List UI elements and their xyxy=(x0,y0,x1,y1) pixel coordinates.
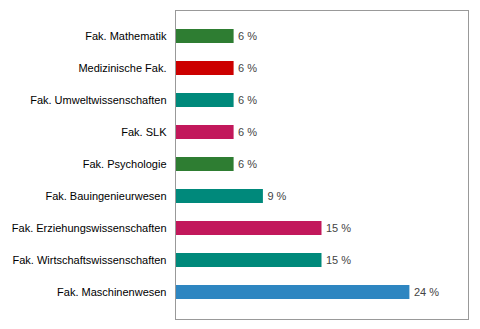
svg-text:24 %: 24 % xyxy=(414,286,439,298)
svg-text:Fak. SLK: Fak. SLK xyxy=(121,126,167,138)
svg-text:Fak. Mathematik: Fak. Mathematik xyxy=(85,30,167,42)
svg-text:Fak. Erziehungswissenschaften: Fak. Erziehungswissenschaften xyxy=(12,222,167,234)
svg-text:Fak. Maschinenwesen: Fak. Maschinenwesen xyxy=(57,286,166,298)
svg-text:6 %: 6 % xyxy=(238,158,257,170)
svg-text:9 %: 9 % xyxy=(267,190,286,202)
svg-text:Fak. Wirtschaftswissenschaften: Fak. Wirtschaftswissenschaften xyxy=(12,254,166,266)
svg-text:Medizinische Fak.: Medizinische Fak. xyxy=(78,62,166,74)
svg-text:15 %: 15 % xyxy=(326,254,351,266)
svg-text:Fak. Bauingenieurwesen: Fak. Bauingenieurwesen xyxy=(45,190,166,202)
svg-text:15 %: 15 % xyxy=(326,222,351,234)
svg-text:Fak. Umweltwissenschaften: Fak. Umweltwissenschaften xyxy=(30,94,166,106)
svg-text:6 %: 6 % xyxy=(238,94,257,106)
svg-text:6 %: 6 % xyxy=(238,62,257,74)
svg-text:6 %: 6 % xyxy=(238,126,257,138)
svg-text:6 %: 6 % xyxy=(238,30,257,42)
svg-text:Fak. Psychologie: Fak. Psychologie xyxy=(83,158,167,170)
